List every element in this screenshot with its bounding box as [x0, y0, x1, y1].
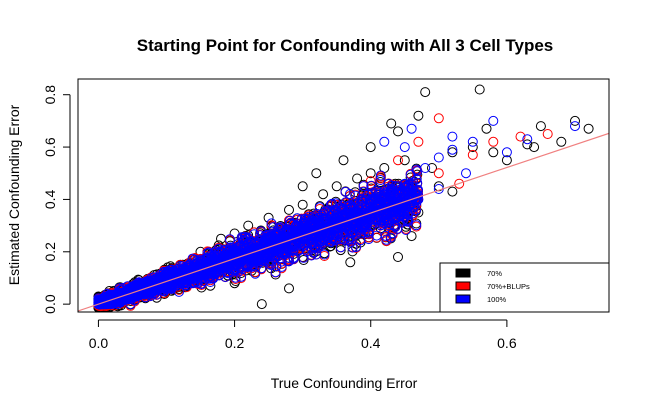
series-70pct-point: [406, 231, 417, 242]
series-70pct-point: [352, 173, 363, 184]
series-70pct-point: [399, 155, 410, 166]
series-70pct-point: [297, 199, 308, 210]
series-70pct-point: [229, 278, 240, 289]
series-70pct-point: [393, 252, 403, 262]
series-70pct-point: [467, 142, 478, 153]
series-70pct-point: [318, 189, 329, 200]
series-70pct-point: [256, 299, 267, 310]
series-70pct-point: [386, 118, 397, 129]
series-70pct-point: [522, 139, 533, 150]
series-70pct-point: [556, 136, 567, 147]
series-70pct-point: [501, 155, 512, 166]
series-70pct-point: [365, 168, 376, 179]
series-70pct-point: [393, 126, 403, 137]
series-70pct-point: [284, 204, 294, 215]
series-70pct-point: [420, 87, 431, 98]
series-70pct-point: [413, 110, 424, 121]
series-70pct-point: [345, 257, 356, 268]
series-70pct-point: [570, 115, 580, 126]
series-70pct-point: [331, 181, 342, 192]
series-70pct-point: [488, 147, 499, 158]
series-70pct-point: [338, 155, 349, 166]
series-70pct-point: [583, 123, 594, 134]
series-70pct-point: [447, 147, 458, 158]
series-70pct-point: [365, 142, 376, 153]
series-70pct-point: [481, 123, 492, 134]
series-70pct-point: [311, 168, 322, 179]
chart-title: Starting Point for Confounding with All …: [137, 36, 553, 55]
series-70pct-point: [263, 212, 274, 223]
series-70pct-point: [447, 186, 458, 197]
series-70pct-point: [529, 142, 540, 153]
series-70pct-point: [284, 283, 294, 294]
series-70pct-point: [297, 181, 308, 192]
series-70pct-point: [335, 245, 346, 256]
series-70pct-point: [243, 220, 254, 231]
series-70pct-point: [427, 163, 437, 173]
series-70pct-point: [535, 121, 546, 132]
series-70pct-point: [474, 84, 485, 95]
